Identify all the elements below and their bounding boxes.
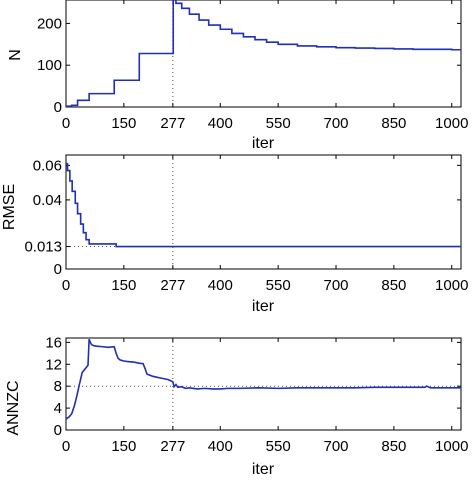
panel-annzc-y-tick-label: 16 [45,334,62,351]
panel-n-x-tick-label: 150 [111,115,136,132]
panel-annzc-x-tick-label: 277 [160,438,185,455]
panel-n-x-tick-label: 550 [266,115,291,132]
panel-n-frame [65,0,462,108]
panel-annzc-x-ticks: 0 150 277 400 550 700 850 1000 [62,338,468,455]
panel-annzc: 0 150 277 400 550 700 850 1000 0 4 8 12 16 iter ANN… [5,334,468,478]
panel-n-x-tick-label: 0 [62,115,70,132]
panel-rmse-x-tick-label: 400 [208,277,233,294]
panel-annzc-series-line [65,338,461,420]
panel-rmse-y-ticks: 0 0.013 0.04 0.06 [24,157,461,278]
panel-annzc-y-ticks: 0 4 8 12 16 [45,334,461,439]
panel-rmse-x-tick-label: 0 [62,277,70,294]
panel-annzc-x-tick-label: 550 [266,438,291,455]
panel-n-series-line [66,0,461,107]
panel-annzc-x-tick-label: 400 [208,438,233,455]
panel-n-x-ticks: 0 150 277 400 550 700 850 1000 [62,0,468,132]
panel-rmse-y-tick-label: 0.013 [24,239,62,256]
panel-rmse-ylabel: RMSE [1,184,18,230]
panel-n-y-tick-label: 100 [37,57,62,74]
panel-annzc-y-tick-label: 4 [54,400,62,417]
panel-annzc-x-tick-label: 700 [324,438,349,455]
panel-rmse-x-tick-label: 700 [324,277,349,294]
panel-rmse-y-tick-label: 0 [54,261,62,278]
panel-rmse-x-tick-label: 550 [266,277,291,294]
panel-n: 0 150 277 400 550 700 850 1000 0 100 200 iter N [7,0,468,152]
panel-annzc-xlabel: iter [252,461,275,478]
panel-annzc-y-tick-label: 0 [54,422,62,439]
panel-n-x-tick-label: 1000 [435,115,468,132]
panel-annzc-x-tick-label: 1000 [435,438,468,455]
panel-rmse-x-tick-label: 1000 [435,277,468,294]
panel-n-x-tick-label: 400 [208,115,233,132]
panel-annzc-frame [65,337,462,431]
panel-rmse-frame [65,154,462,270]
panel-n-x-tick-label: 700 [324,115,349,132]
panel-annzc-ylabel: ANNZC [5,380,22,435]
panel-n-y-ticks: 0 100 200 [37,15,461,116]
panel-rmse-x-ticks: 0 150 277 400 550 700 850 1000 [62,155,468,294]
panel-annzc-x-tick-label: 0 [62,438,70,455]
panel-annzc-x-tick-label: 150 [111,438,136,455]
panel-annzc-y-tick-label: 8 [54,378,62,395]
panel-rmse-x-tick-label: 277 [160,277,185,294]
panel-rmse-xlabel: iter [252,298,275,315]
panel-rmse: 0 150 277 400 550 700 850 1000 0 0.013 0.04 0.06 i… [1,154,468,315]
panel-n-xlabel: iter [252,135,275,152]
panel-n-y-tick-label: 200 [37,15,62,32]
panel-annzc-y-tick-label: 12 [45,356,62,373]
panel-n-x-tick-label: 277 [160,115,185,132]
panel-rmse-reference-lines [66,155,461,269]
panel-annzc-x-tick-label: 850 [381,438,406,455]
panel-rmse-x-tick-label: 150 [111,277,136,294]
panel-rmse-x-tick-label: 850 [381,277,406,294]
panel-rmse-y-tick-label: 0.04 [33,192,62,209]
panel-rmse-y-tick-label: 0.06 [33,157,62,174]
panel-n-ylabel: N [7,49,24,61]
panel-rmse-series-line [66,162,461,248]
panel-annzc-reference-lines [66,338,461,430]
panel-n-y-tick-label: 0 [54,99,62,116]
panel-n-x-tick-label: 850 [381,115,406,132]
